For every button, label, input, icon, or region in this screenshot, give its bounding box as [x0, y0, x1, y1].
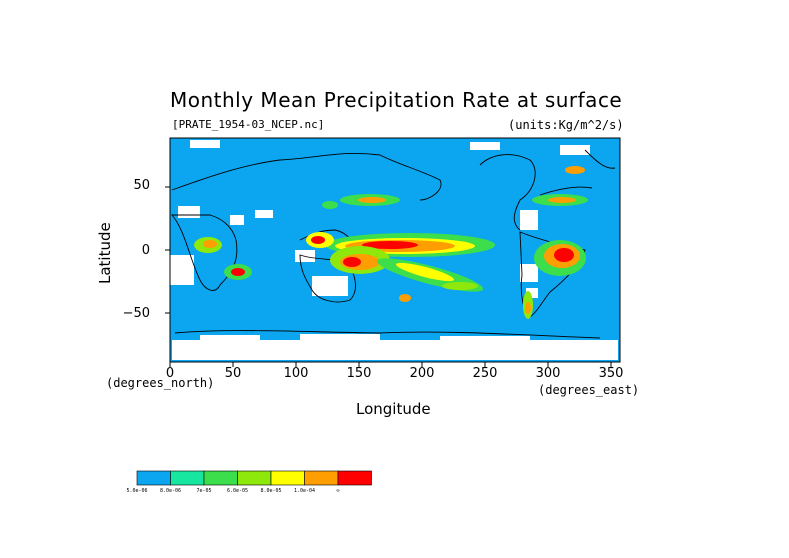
- dry-regions: [170, 140, 618, 360]
- y-unit-note: (degrees_north): [106, 376, 215, 390]
- colorbar-label: 8.0e-06: [160, 488, 181, 494]
- axis-ticks: [165, 186, 612, 367]
- colorbar-label: 7e-05: [196, 488, 211, 494]
- x-unit-note: (degrees_east): [538, 383, 640, 397]
- chart-title: Monthly Mean Precipitation Rate at surfa…: [170, 88, 623, 112]
- colorbar-label: 8.0e-05: [260, 488, 281, 494]
- precip-bands: [194, 166, 588, 319]
- colorbar-swatch: [136, 470, 171, 486]
- colorbar: 5.0e-06 8.0e-06 7e-05 6.0e-05 8.0e-05 1.0e-04…: [126, 470, 372, 494]
- colorbar-label: 6.0e-05: [227, 488, 248, 494]
- x-tick-label: 0: [165, 366, 175, 381]
- x-tick-label: 150: [346, 366, 372, 381]
- x-tick-label: 300: [535, 366, 561, 381]
- dataset-subtitle: [PRATE_1954-03_NCEP.nc]: [172, 118, 325, 131]
- x-axis-label: Longitude: [356, 400, 431, 418]
- colorbar-swatch: [304, 470, 339, 486]
- units-label: (units:Kg/m^2/s): [508, 118, 624, 132]
- colorbar-swatch: [237, 470, 272, 486]
- y-tick-label: 0: [141, 243, 150, 258]
- coastlines: [171, 149, 616, 339]
- x-tick-label: 250: [472, 366, 498, 381]
- x-tick-label: 50: [224, 366, 242, 381]
- colorbar-label: 1.0e-04: [294, 488, 315, 494]
- y-tick-label: 50: [133, 178, 150, 193]
- x-tick-label: 100: [283, 366, 309, 381]
- colorbar-swatch: [270, 470, 305, 486]
- colorbar-swatch: [170, 470, 205, 486]
- colorbar-swatch: [203, 470, 238, 486]
- y-tick-label: −50: [122, 306, 150, 321]
- colorbar-swatch: [337, 470, 372, 486]
- colorbar-label: 5.0e-06: [126, 488, 147, 494]
- x-tick-label: 200: [409, 366, 435, 381]
- colorbar-label: ∞: [336, 488, 339, 494]
- x-tick-label: 350: [598, 366, 624, 381]
